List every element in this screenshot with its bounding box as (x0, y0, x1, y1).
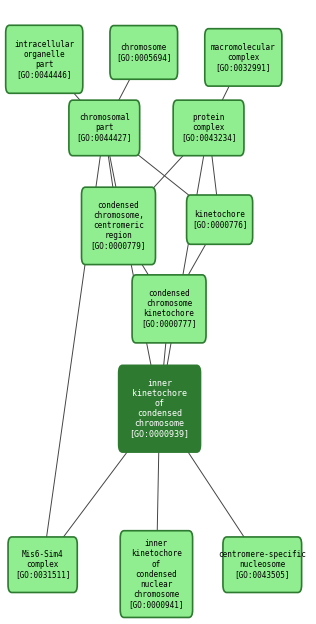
FancyBboxPatch shape (205, 29, 282, 86)
FancyBboxPatch shape (132, 275, 206, 343)
FancyBboxPatch shape (69, 100, 140, 156)
FancyBboxPatch shape (110, 26, 178, 79)
Text: condensed
chromosome
kinetochore
[GO:0000777]: condensed chromosome kinetochore [GO:000… (141, 290, 197, 328)
FancyBboxPatch shape (186, 195, 252, 244)
FancyBboxPatch shape (120, 530, 192, 618)
Text: inner
kinetochore
of
condensed
chromosome
[GO:0000939]: inner kinetochore of condensed chromosom… (130, 379, 190, 438)
FancyBboxPatch shape (82, 187, 155, 265)
Text: intracellular
organelle
part
[GO:0044446]: intracellular organelle part [GO:0044446… (14, 40, 74, 79)
FancyBboxPatch shape (119, 366, 201, 452)
Text: kinetochore
[GO:0000776]: kinetochore [GO:0000776] (192, 210, 247, 229)
Text: chromosomal
part
[GO:0044427]: chromosomal part [GO:0044427] (76, 114, 132, 142)
Text: protein
complex
[GO:0043234]: protein complex [GO:0043234] (181, 114, 236, 142)
Text: inner
kinetochore
of
condensed
nuclear
chromosome
[GO:0000941]: inner kinetochore of condensed nuclear c… (129, 539, 184, 609)
FancyBboxPatch shape (8, 537, 77, 593)
Text: macromolecular
complex
[GO:0032991]: macromolecular complex [GO:0032991] (211, 43, 276, 72)
FancyBboxPatch shape (6, 25, 83, 94)
Text: Mis6-Sim4
complex
[GO:0031511]: Mis6-Sim4 complex [GO:0031511] (15, 550, 70, 579)
Text: chromosome
[GO:0005694]: chromosome [GO:0005694] (116, 43, 172, 62)
FancyBboxPatch shape (223, 537, 301, 593)
FancyBboxPatch shape (173, 100, 244, 156)
Text: condensed
chromosome,
centromeric
region
[GO:0000779]: condensed chromosome, centromeric region… (91, 202, 146, 250)
Text: centromere-specific
nucleosome
[GO:0043505]: centromere-specific nucleosome [GO:00435… (218, 550, 306, 579)
